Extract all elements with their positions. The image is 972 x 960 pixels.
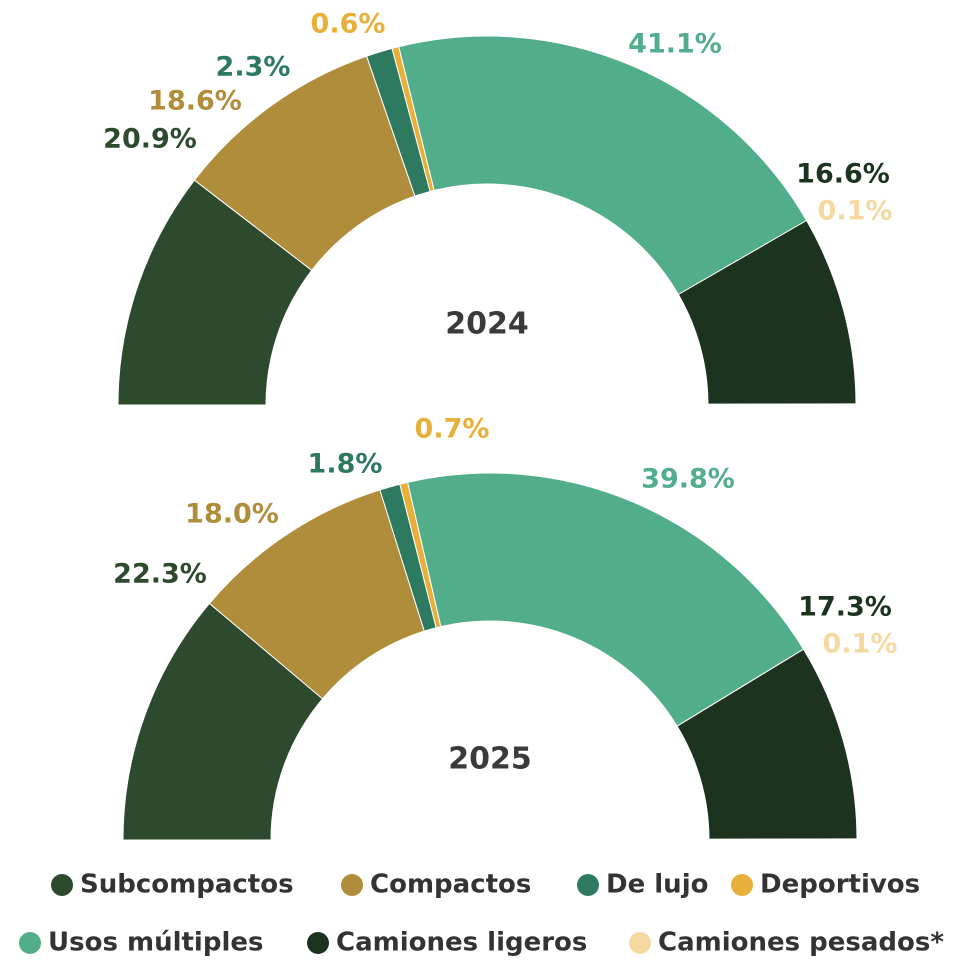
value-label: 17.3% — [798, 592, 892, 623]
legend-label: Compactos — [370, 870, 531, 900]
legend-swatch — [307, 932, 329, 954]
legend-label: Camiones ligeros — [336, 928, 587, 958]
slice — [398, 35, 808, 296]
value-label: 41.1% — [628, 29, 722, 60]
value-label: 20.9% — [103, 124, 197, 155]
legend-swatch — [19, 932, 41, 954]
value-label: 0.6% — [311, 9, 386, 40]
legend-label: Usos múltiples — [48, 928, 263, 958]
value-label: 2.3% — [216, 52, 291, 83]
value-label: 39.8% — [641, 464, 735, 495]
slice — [708, 838, 858, 841]
legend-label: Deportivos — [760, 870, 920, 900]
legend-swatch — [341, 874, 363, 896]
legend-label: Subcompactos — [80, 870, 294, 900]
slice — [707, 403, 857, 406]
value-label: 0.1% — [823, 629, 898, 660]
value-label: 18.6% — [148, 86, 242, 117]
value-label: 22.3% — [113, 559, 207, 590]
chart-title: 2024 — [445, 307, 529, 342]
legend-label: De lujo — [606, 870, 708, 900]
legend-swatch — [51, 874, 73, 896]
legend-swatch — [731, 874, 753, 896]
value-label: 0.7% — [415, 414, 490, 445]
slice — [407, 472, 805, 727]
value-label: 0.1% — [818, 196, 893, 227]
value-label: 18.0% — [185, 499, 279, 530]
legend-label: Camiones pesados* — [658, 928, 944, 958]
legend-swatch — [629, 932, 651, 954]
legend-swatch — [577, 874, 599, 896]
value-label: 1.8% — [308, 449, 383, 480]
chart-title: 2025 — [448, 742, 532, 777]
value-label: 16.6% — [796, 159, 890, 190]
